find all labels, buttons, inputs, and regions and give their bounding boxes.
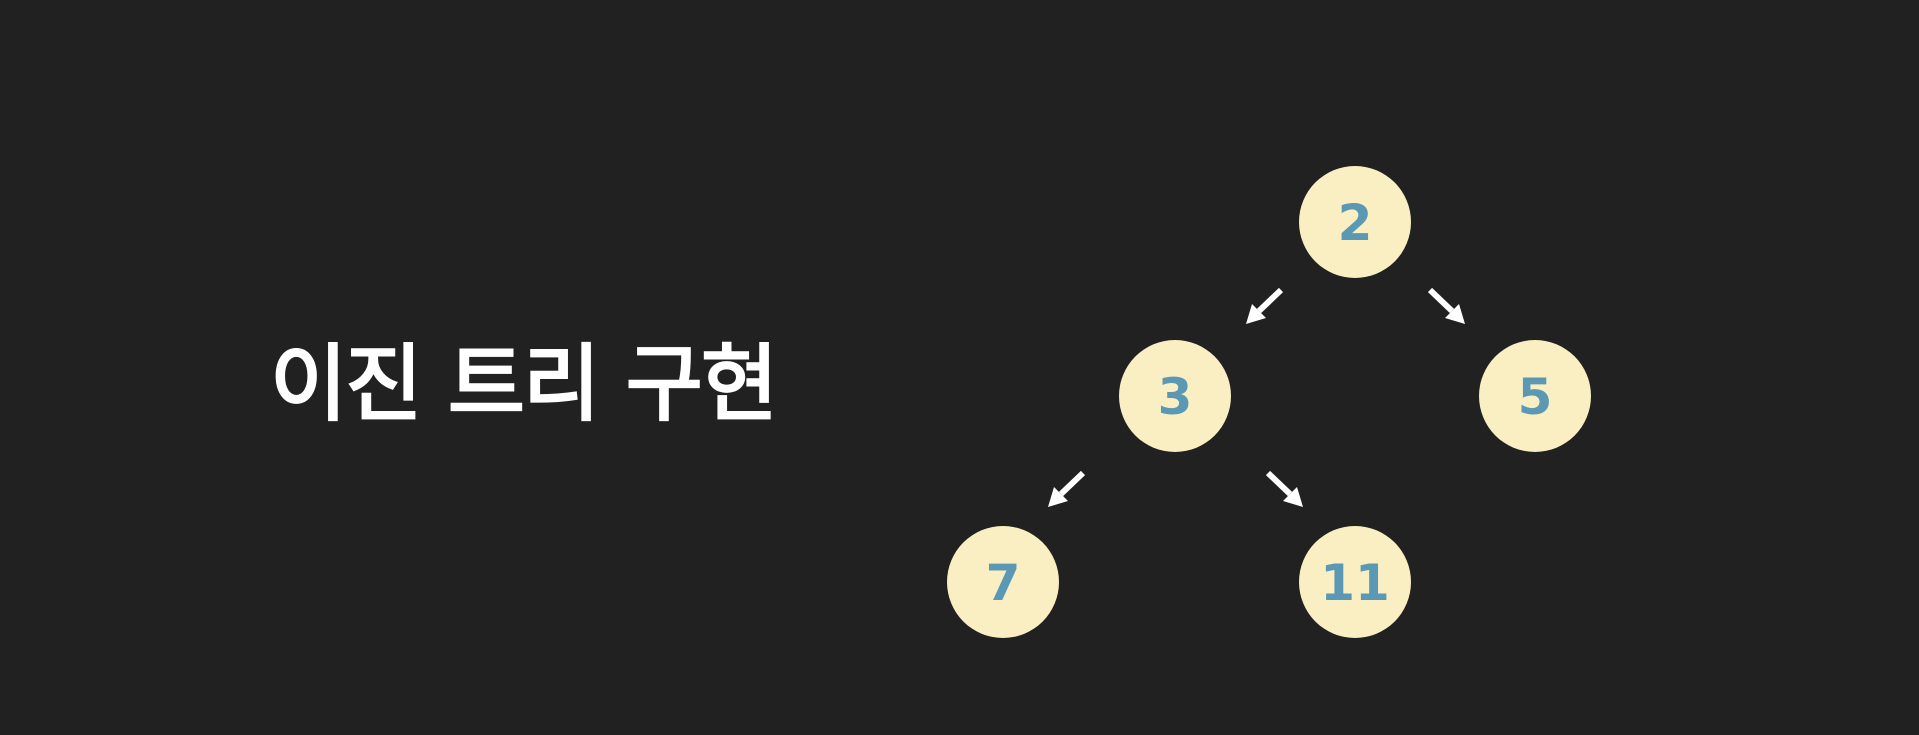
tree-edge — [1246, 287, 1284, 324]
node-label: 5 — [1518, 368, 1553, 426]
node-label: 2 — [1338, 194, 1373, 252]
tree-node: 3 — [1119, 340, 1231, 452]
node-label: 3 — [1158, 368, 1193, 426]
tree-edge — [1265, 470, 1303, 507]
node-circle — [1119, 340, 1231, 452]
node-circle — [1299, 526, 1411, 638]
tree-node: 5 — [1479, 340, 1591, 452]
node-circle — [1299, 166, 1411, 278]
tree-edge — [1048, 470, 1086, 507]
node-label: 11 — [1320, 554, 1390, 612]
node-circle — [947, 526, 1059, 638]
tree-node: 2 — [1299, 166, 1411, 278]
node-circle — [1479, 340, 1591, 452]
tree-node: 11 — [1299, 526, 1411, 638]
slide-title: 이진 트리 구현 — [270, 335, 778, 433]
tree-edge — [1427, 287, 1465, 324]
tree-node: 7 — [947, 526, 1059, 638]
node-label: 7 — [986, 554, 1021, 612]
